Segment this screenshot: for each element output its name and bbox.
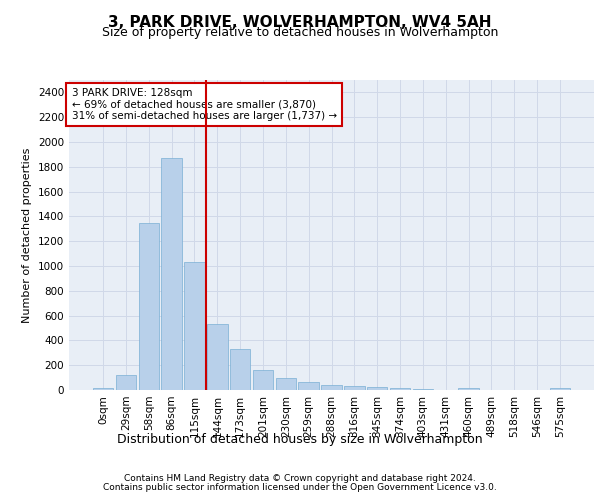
Bar <box>230 349 250 390</box>
Bar <box>458 388 479 390</box>
Text: Distribution of detached houses by size in Wolverhampton: Distribution of detached houses by size … <box>117 432 483 446</box>
Bar <box>321 385 342 390</box>
Bar <box>275 378 296 390</box>
Bar <box>139 222 159 390</box>
Bar <box>161 158 182 390</box>
Bar <box>253 370 273 390</box>
Text: Contains public sector information licensed under the Open Government Licence v3: Contains public sector information licen… <box>103 484 497 492</box>
Text: 3 PARK DRIVE: 128sqm
← 69% of detached houses are smaller (3,870)
31% of semi-de: 3 PARK DRIVE: 128sqm ← 69% of detached h… <box>71 88 337 121</box>
Text: 3, PARK DRIVE, WOLVERHAMPTON, WV4 5AH: 3, PARK DRIVE, WOLVERHAMPTON, WV4 5AH <box>108 15 492 30</box>
Y-axis label: Number of detached properties: Number of detached properties <box>22 148 32 322</box>
Bar <box>367 386 388 390</box>
Text: Contains HM Land Registry data © Crown copyright and database right 2024.: Contains HM Land Registry data © Crown c… <box>124 474 476 483</box>
Bar <box>116 374 136 390</box>
Bar <box>550 388 570 390</box>
Bar <box>298 382 319 390</box>
Bar <box>93 388 113 390</box>
Bar <box>184 262 205 390</box>
Text: Size of property relative to detached houses in Wolverhampton: Size of property relative to detached ho… <box>102 26 498 39</box>
Bar <box>207 324 227 390</box>
Bar <box>344 386 365 390</box>
Bar <box>390 388 410 390</box>
